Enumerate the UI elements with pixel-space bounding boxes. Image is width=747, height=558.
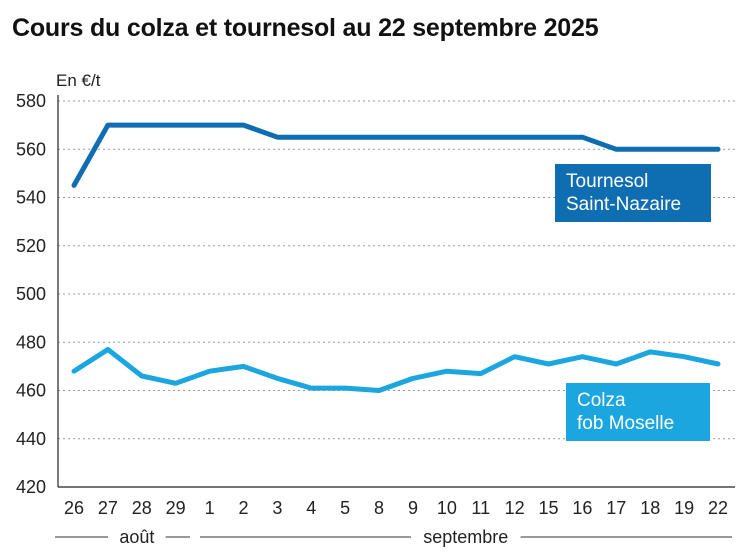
x-tick-label: 19	[674, 498, 694, 518]
x-tick-label: 8	[374, 498, 384, 518]
y-tick-label: 440	[16, 429, 46, 449]
y-tick-label: 520	[16, 236, 46, 256]
x-tick-label: 18	[640, 498, 660, 518]
x-tick-label: 22	[708, 498, 728, 518]
x-tick-label: 27	[98, 498, 118, 518]
x-tick-label: 15	[539, 498, 559, 518]
x-tick-label: 4	[306, 498, 316, 518]
month-label: septembre	[423, 527, 508, 547]
x-tick-label: 16	[572, 498, 592, 518]
x-tick-label: 5	[340, 498, 350, 518]
month-groups: août septembre	[55, 527, 732, 547]
x-tick-label: 2	[238, 498, 248, 518]
x-axis-ticks: 26 27 28 29 1 2 3 4 5 8 9 10 11 12 15 16 17 18 19 22	[64, 498, 728, 518]
y-axis-unit-label: En €/t	[56, 71, 101, 90]
y-tick-label: 460	[16, 381, 46, 401]
colza-series-line	[71, 347, 721, 393]
chart-title: Cours du colza et tournesol au 22 septem…	[12, 14, 599, 42]
series-label-text: Saint-Nazaire	[566, 194, 681, 215]
tournesol-series-line	[71, 122, 721, 188]
series-label-text: Tournesol	[566, 171, 648, 192]
month-label: août	[119, 527, 154, 547]
x-tick-label: 28	[132, 498, 152, 518]
series-label-text: Colza	[577, 390, 626, 411]
x-tick-label: 29	[166, 498, 186, 518]
x-tick-label: 9	[408, 498, 418, 518]
series-label-box	[555, 164, 711, 222]
y-tick-label: 540	[16, 188, 46, 208]
x-tick-label: 26	[64, 498, 84, 518]
y-tick-label: 420	[16, 477, 46, 497]
x-tick-label: 12	[505, 498, 525, 518]
axes: 420 440 460 480 500 520 540 560 580	[16, 91, 735, 497]
y-tick-label: 580	[16, 91, 46, 111]
series-label-text: fob Moselle	[577, 413, 674, 434]
y-tick-label: 480	[16, 332, 46, 352]
x-tick-label: 11	[471, 498, 490, 518]
month-group-septembre: septembre	[200, 527, 732, 547]
y-tick-label: 500	[16, 284, 46, 304]
y-tick-label: 560	[16, 139, 46, 159]
x-tick-label: 1	[205, 498, 215, 518]
x-tick-label: 17	[606, 498, 626, 518]
series-lines	[71, 122, 721, 393]
x-tick-label: 3	[272, 498, 282, 518]
series-label-box	[566, 383, 710, 441]
month-group-aout: août	[55, 527, 190, 547]
x-tick-label: 10	[437, 498, 457, 518]
